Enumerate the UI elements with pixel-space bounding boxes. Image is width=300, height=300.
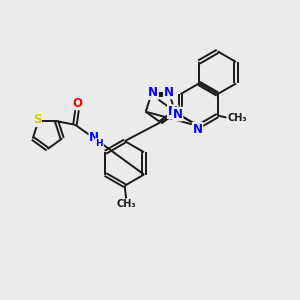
Text: O: O [72, 97, 82, 110]
Text: CH₃: CH₃ [227, 113, 247, 124]
Text: N: N [168, 105, 178, 118]
Text: CH₃: CH₃ [116, 199, 136, 209]
Text: N: N [89, 131, 99, 144]
Text: N: N [164, 85, 174, 98]
Text: H: H [95, 139, 103, 148]
Text: N: N [193, 123, 202, 136]
Text: N: N [172, 107, 182, 121]
Text: S: S [33, 113, 41, 126]
Text: N: N [148, 86, 158, 99]
